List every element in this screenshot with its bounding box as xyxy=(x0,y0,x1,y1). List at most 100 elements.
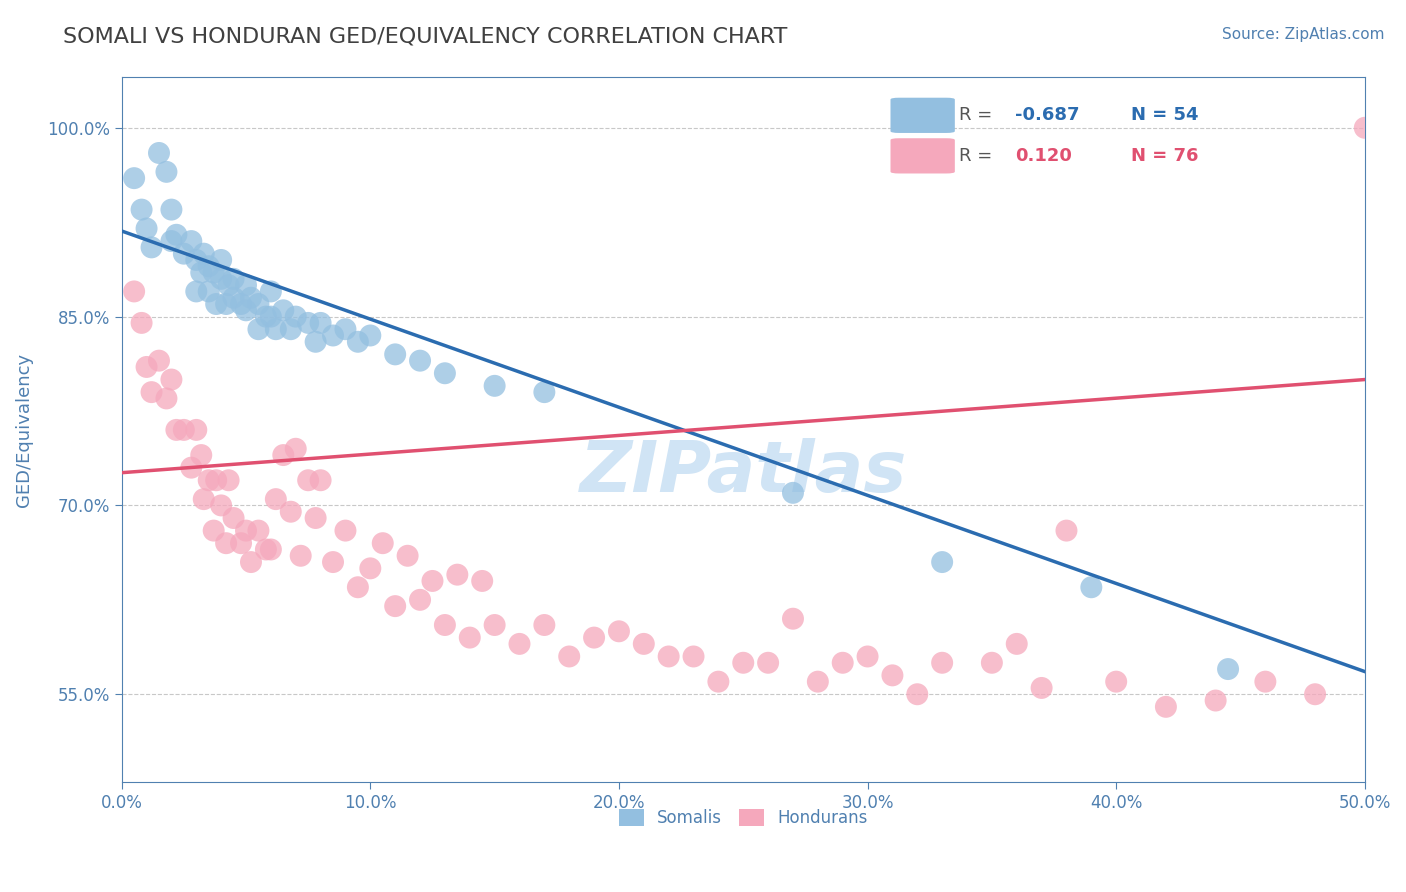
Point xyxy=(222,291,245,305)
Point xyxy=(160,372,183,386)
Point xyxy=(180,234,202,248)
Point xyxy=(335,524,357,538)
Point xyxy=(235,278,257,293)
Point xyxy=(155,165,177,179)
Point xyxy=(633,637,655,651)
Point xyxy=(148,145,170,160)
Point xyxy=(290,549,312,563)
Point xyxy=(284,442,307,456)
Point xyxy=(607,624,630,639)
Point xyxy=(135,221,157,235)
Point xyxy=(155,392,177,406)
Point xyxy=(882,668,904,682)
Point xyxy=(980,656,1002,670)
Point xyxy=(190,266,212,280)
Point xyxy=(807,674,830,689)
Point xyxy=(508,637,530,651)
Point xyxy=(122,285,145,299)
Point xyxy=(297,316,319,330)
Point xyxy=(160,202,183,217)
Point xyxy=(247,524,270,538)
Point xyxy=(558,649,581,664)
Point xyxy=(173,423,195,437)
Point xyxy=(658,649,681,664)
Point xyxy=(254,310,277,324)
Point xyxy=(1031,681,1053,695)
Point xyxy=(856,649,879,664)
Point xyxy=(309,473,332,487)
Point xyxy=(707,674,730,689)
Legend: Somalis, Hondurans: Somalis, Hondurans xyxy=(612,803,875,834)
Point xyxy=(347,580,370,594)
Point xyxy=(396,549,419,563)
Point xyxy=(122,171,145,186)
Point xyxy=(218,278,240,293)
Point xyxy=(165,227,187,242)
Point xyxy=(335,322,357,336)
Point xyxy=(1303,687,1326,701)
Point xyxy=(931,555,953,569)
Point xyxy=(782,486,804,500)
Point xyxy=(180,460,202,475)
Point xyxy=(782,612,804,626)
Point xyxy=(1080,580,1102,594)
Point xyxy=(131,202,153,217)
Point xyxy=(297,473,319,487)
Text: SOMALI VS HONDURAN GED/EQUIVALENCY CORRELATION CHART: SOMALI VS HONDURAN GED/EQUIVALENCY CORRE… xyxy=(63,27,787,46)
Point xyxy=(190,448,212,462)
Point xyxy=(197,259,219,273)
Point xyxy=(384,599,406,614)
Point xyxy=(733,656,755,670)
Point xyxy=(371,536,394,550)
Point xyxy=(756,656,779,670)
Point xyxy=(222,511,245,525)
Point xyxy=(583,631,606,645)
Point xyxy=(202,524,225,538)
Point xyxy=(197,285,219,299)
Point xyxy=(682,649,704,664)
Point xyxy=(458,631,481,645)
Point xyxy=(229,297,252,311)
Point xyxy=(1056,524,1078,538)
Point xyxy=(260,285,283,299)
Point xyxy=(205,473,228,487)
Point xyxy=(1154,699,1177,714)
Point xyxy=(347,334,370,349)
Point xyxy=(322,328,344,343)
Point xyxy=(222,272,245,286)
Point xyxy=(931,656,953,670)
Point xyxy=(1216,662,1239,676)
Text: Source: ZipAtlas.com: Source: ZipAtlas.com xyxy=(1222,27,1385,42)
Point xyxy=(271,303,294,318)
Point xyxy=(229,536,252,550)
Point xyxy=(235,524,257,538)
Point xyxy=(173,246,195,260)
Point xyxy=(484,618,506,632)
Point xyxy=(409,592,432,607)
Point xyxy=(240,555,263,569)
Point xyxy=(148,353,170,368)
Point xyxy=(260,310,283,324)
Point xyxy=(193,492,215,507)
Point xyxy=(264,492,287,507)
Point xyxy=(1354,120,1376,135)
Point xyxy=(135,359,157,374)
Point xyxy=(359,328,381,343)
Point xyxy=(433,618,456,632)
Point xyxy=(422,574,444,588)
Point xyxy=(433,366,456,380)
Point xyxy=(471,574,494,588)
Point xyxy=(131,316,153,330)
Point xyxy=(1205,693,1227,707)
Point xyxy=(322,555,344,569)
Point xyxy=(197,473,219,487)
Point xyxy=(186,252,208,267)
Point xyxy=(205,297,228,311)
Point xyxy=(831,656,853,670)
Point xyxy=(905,687,928,701)
Point xyxy=(1105,674,1128,689)
Point xyxy=(264,322,287,336)
Text: ZIPatlas: ZIPatlas xyxy=(579,438,907,507)
Point xyxy=(247,297,270,311)
Point xyxy=(284,310,307,324)
